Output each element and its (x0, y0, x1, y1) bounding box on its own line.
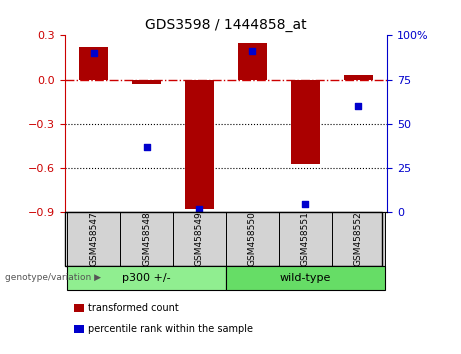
Point (90, 50, 97, 56)
Bar (332, 212, 384, 266)
Point (143, 144, 150, 150)
Text: GSM458549: GSM458549 (195, 212, 204, 266)
Bar (279, 212, 332, 266)
Text: wild-type: wild-type (279, 273, 331, 283)
Text: genotype/variation ▶: genotype/variation ▶ (5, 273, 100, 282)
Text: GSM458547: GSM458547 (89, 212, 98, 266)
Text: GSM458550: GSM458550 (248, 211, 257, 267)
Bar (226, 266, 384, 290)
Bar (120, 212, 173, 266)
Bar (291, 80, 320, 164)
Text: GSM458551: GSM458551 (301, 211, 310, 267)
Bar (79, 47, 108, 80)
Point (196, 206, 203, 212)
Title: GDS3598 / 1444858_at: GDS3598 / 1444858_at (145, 18, 307, 32)
Bar (185, 80, 214, 210)
Bar (67, 212, 120, 266)
Point (248, 48, 256, 54)
Bar (238, 43, 267, 80)
Text: GSM458548: GSM458548 (142, 212, 151, 266)
Text: percentile rank within the sample: percentile rank within the sample (88, 324, 253, 334)
Text: p300 +/-: p300 +/- (122, 273, 171, 283)
Point (301, 201, 309, 206)
Bar (132, 80, 161, 84)
Bar (226, 212, 279, 266)
Bar (343, 75, 372, 80)
Bar (173, 212, 226, 266)
Text: GSM458552: GSM458552 (354, 212, 363, 266)
Bar (67, 266, 226, 290)
Point (355, 103, 362, 109)
Text: transformed count: transformed count (88, 303, 178, 313)
